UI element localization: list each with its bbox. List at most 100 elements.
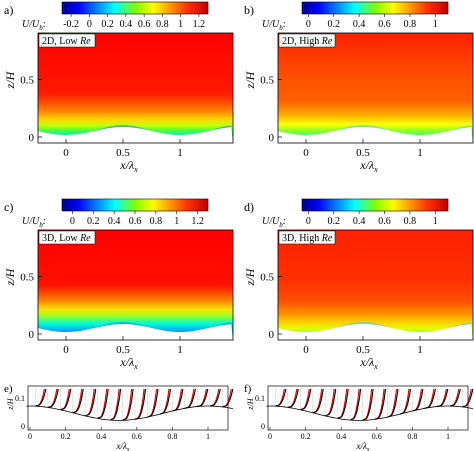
colorbar-tick-label: 0.6 (129, 216, 142, 227)
profile-red (209, 388, 220, 407)
profile-red (374, 388, 385, 420)
case-tag-box (278, 230, 336, 245)
y-tick-label: 0.5 (20, 272, 34, 284)
x-tick-label: 0.6 (372, 432, 382, 441)
case-tag-re: Re (79, 36, 91, 47)
colorbar-tick-label: 1 (174, 216, 179, 227)
x-axis-label-sub: x (366, 447, 370, 451)
profile-red (147, 388, 158, 418)
profile-black (60, 388, 72, 411)
profile-red (287, 388, 298, 408)
case-tag-re: Re (79, 233, 91, 244)
y-axis-label: z/H (6, 397, 15, 410)
profile-black (387, 388, 399, 418)
profile-black (209, 388, 221, 407)
profile-red (387, 388, 398, 418)
profile-red (159, 388, 170, 415)
x-tick-label: 0.8 (167, 432, 177, 441)
x-tick-label: 0 (303, 344, 309, 356)
colorbar-tick-label: 0.8 (404, 19, 417, 30)
colorbar-label: U/Ub: (262, 19, 286, 32)
profile-red (462, 388, 472, 408)
velocity-field (278, 230, 473, 340)
profile-black (287, 388, 299, 408)
x-tick-label: 0 (63, 147, 69, 159)
case-tag-text: 2D, Low Re (42, 36, 91, 47)
x-tick-label: 0.4 (96, 432, 106, 441)
colorbar (301, 198, 449, 212)
colorbar-label: U/Ub: (262, 216, 286, 229)
colorbar-tick-label: 0.6 (378, 216, 391, 227)
profile-black (462, 388, 474, 408)
profile-red (437, 388, 447, 408)
topography (37, 324, 233, 340)
profile-black (275, 388, 287, 407)
colorbar-tick-label: 0.6 (378, 19, 391, 30)
panel-letter: b) (244, 3, 254, 17)
profile-red (72, 388, 83, 414)
profile-black (159, 388, 171, 415)
colorbar-tick-label: 1 (178, 19, 183, 30)
profile-black (72, 388, 84, 414)
velocity-field (38, 230, 233, 340)
colorbar-tick-label: 0.2 (101, 19, 114, 30)
x-tick-label: 1 (417, 344, 423, 356)
profile-black (172, 388, 184, 412)
x-tick-label: 0.6 (132, 432, 142, 441)
profile-red (84, 388, 95, 417)
profile-red (35, 388, 45, 407)
x-tick-label: 0 (28, 432, 32, 441)
colorbar-tick-label: 0.2 (327, 19, 340, 30)
case-tag: 2D, High Re (278, 33, 336, 48)
plot-frame (37, 32, 234, 144)
profile-red (97, 388, 108, 419)
contour-plot (37, 229, 234, 341)
colorbar-label-sub: b (279, 221, 283, 229)
profile-black (325, 388, 337, 417)
case-tag-re: Re (321, 233, 333, 244)
plot-frame (277, 32, 474, 144)
x-axis-label-sub: x (133, 165, 138, 174)
profile-red (197, 388, 207, 408)
y-tick-label: 0 (269, 132, 275, 144)
x-tick-label: 1 (177, 344, 183, 356)
profile-red (109, 388, 120, 421)
x-tick-label: 0.2 (61, 432, 71, 441)
profile-red (134, 388, 145, 420)
profile-red (172, 388, 182, 412)
profile-black (399, 388, 411, 415)
profile-panel: f) 0 0.2 0.4 0.6 0.8 1 0 0.1 x/λx z/H (244, 383, 474, 451)
contour-panel: c)U/Ub: 0 0.2 0.4 0.6 0.8 1 1.20 0.5 100.5x/λxz/H… (3, 198, 234, 371)
colorbar (61, 198, 209, 212)
x-tick-label: 0 (63, 344, 69, 356)
colorbar-label-colon: : (283, 216, 286, 227)
colorbar (301, 1, 449, 15)
contour-plot (277, 32, 474, 144)
topography (277, 324, 473, 340)
profile-red (184, 388, 195, 409)
y-axis-label: z/H (243, 267, 257, 286)
x-axis-label-sub: x (126, 447, 130, 451)
colorbar-tick-label: 1 (433, 216, 438, 227)
x-tick-label: 0.2 (301, 432, 311, 441)
profile-red (122, 388, 133, 421)
case-tag: 3D, Low Re (38, 230, 96, 245)
profile-red (424, 388, 435, 409)
colorbar-label-colon: : (283, 19, 286, 30)
colorbar-tick-label: 0.6 (138, 19, 151, 30)
case-tag-box (38, 33, 96, 48)
case-tag-re: Re (321, 36, 333, 47)
panel-letter: e) (4, 383, 13, 395)
profile-red (222, 388, 232, 408)
case-tag-text: 3D, High Re (282, 233, 333, 244)
profile-red (349, 388, 360, 421)
velocity-field (278, 33, 473, 143)
y-axis-label: z/H (3, 70, 17, 89)
x-tick-label: 0.5 (356, 147, 370, 159)
x-tick-label: 1 (206, 432, 210, 441)
contour-panels: a)U/Ub: -0.2 0 0.2 0.4 0.6 0.8 1 1.20 0.5 100.5x/λ… (3, 1, 474, 371)
y-tick-label: 0 (29, 132, 35, 144)
colorbar-tick-label: 0.4 (353, 19, 366, 30)
profile-red (412, 388, 422, 412)
